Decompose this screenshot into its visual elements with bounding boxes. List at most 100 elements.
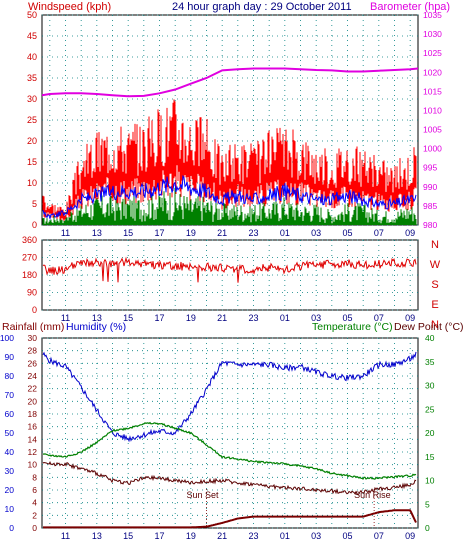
baro-ytick: 1020: [423, 67, 442, 77]
dir-ytick: 180: [22, 270, 37, 280]
rain-ytick: 8: [32, 472, 37, 482]
wind-ytick: 35: [27, 73, 37, 83]
wind-xtick: 19: [186, 228, 196, 238]
wind-ytick: 5: [32, 199, 37, 209]
humidity-ytick: 70: [5, 390, 15, 400]
rain-ytick: 16: [28, 422, 38, 432]
windspeed-axis-title: Windspeed (kph): [28, 1, 111, 13]
rain-ytick: 12: [28, 447, 38, 457]
temp-ytick: 35: [425, 357, 435, 367]
compass-label: N: [431, 239, 439, 251]
climate-xtick: 23: [248, 531, 258, 541]
dewpoint-series: [42, 461, 417, 495]
rain-ytick: 2: [32, 510, 37, 520]
chart-title: 24 hour graph day : 29 October 2011: [172, 1, 352, 13]
wind-ytick: 0: [32, 220, 37, 230]
baro-ytick: 985: [423, 201, 437, 211]
baro-ytick: 1030: [423, 29, 442, 39]
temp-ytick: 15: [425, 452, 435, 462]
rain-ytick: 22: [28, 384, 38, 394]
baro-ytick: 1005: [423, 125, 442, 135]
wind-avg-series: [42, 174, 417, 221]
humidity-ytick: 50: [5, 428, 15, 438]
wind-ytick: 50: [27, 10, 37, 20]
rain-ytick: 26: [28, 358, 38, 368]
climate-xtick: 09: [405, 531, 415, 541]
dir-xtick: 03: [311, 313, 321, 323]
rain-ytick: 20: [28, 396, 38, 406]
wind-xtick: 23: [248, 228, 258, 238]
wind-xtick: 11: [61, 228, 70, 238]
wind-ytick: 45: [27, 31, 37, 41]
wind-xtick: 21: [217, 228, 227, 238]
temp-ytick: 0: [425, 523, 430, 533]
dir-xtick: 19: [186, 313, 196, 323]
wind-gust-series: [42, 99, 417, 221]
rainfall-series: [43, 509, 417, 529]
baro-ytick: 1035: [423, 10, 442, 20]
wind-xtick: 15: [123, 228, 133, 238]
wind-xtick: 05: [342, 228, 352, 238]
wind-xtick: 03: [311, 228, 321, 238]
compass-label: N: [431, 319, 439, 331]
wind-ytick: 40: [27, 52, 37, 62]
rain-ytick: 4: [32, 498, 37, 508]
wind-low-series: [42, 187, 417, 225]
humidity-series: [42, 351, 417, 443]
rain-ytick: 10: [28, 460, 38, 470]
wind-ytick: 25: [27, 115, 37, 125]
dir-xtick: 13: [92, 313, 102, 323]
climate-xtick: 01: [280, 531, 290, 541]
barometer-series: [41, 67, 419, 98]
dir-ytick: 90: [27, 288, 37, 298]
rain-ytick: 24: [28, 371, 38, 381]
humidity-ytick: 80: [5, 371, 15, 381]
dir-xtick: 05: [342, 313, 352, 323]
baro-ytick: 1015: [423, 86, 442, 96]
wind-xtick: 13: [92, 228, 102, 238]
dir-xtick: 17: [154, 313, 164, 323]
wind-ytick: 15: [27, 157, 37, 167]
baro-ytick: 995: [423, 163, 437, 173]
baro-ytick: 990: [423, 182, 437, 192]
dir-ytick: 360: [22, 235, 37, 245]
humidity-ytick: 40: [5, 447, 15, 457]
compass-label: W: [430, 259, 441, 271]
humidity-axis-title: Humidity (%): [66, 321, 126, 333]
dir-xtick: 09: [405, 313, 415, 323]
rainfall-axis-title: Rainfall (mm): [2, 321, 64, 333]
dir-xtick: 21: [217, 313, 227, 323]
climate-frame: [41, 337, 419, 529]
rain-ytick: 14: [28, 434, 38, 444]
baro-ytick: 980: [423, 220, 437, 230]
climate-xtick: 19: [186, 531, 196, 541]
dir-ytick: 0: [32, 305, 37, 315]
humidity-ytick: 10: [5, 504, 15, 514]
temp-ytick: 40: [425, 333, 435, 343]
humidity-ytick: 0: [9, 523, 14, 533]
dir-xtick: 15: [123, 313, 133, 323]
baro-ytick: 1025: [423, 48, 442, 58]
dir-ytick: 270: [22, 253, 37, 263]
humidity-ytick: 20: [5, 485, 15, 495]
wind-xtick: 07: [374, 228, 384, 238]
compass-label: S: [431, 279, 438, 291]
rain-ytick: 28: [28, 346, 38, 356]
rain-ytick: 18: [28, 409, 38, 419]
climate-xtick: 13: [92, 531, 102, 541]
temperature-axis-title: Temperature (°C): [312, 321, 393, 333]
sun-event-label: Sun Set: [187, 490, 220, 500]
temp-ytick: 30: [425, 381, 435, 391]
rain-ytick: 30: [28, 333, 38, 343]
compass-label: E: [431, 299, 438, 311]
climate-xtick: 03: [311, 531, 321, 541]
temp-ytick: 20: [425, 428, 435, 438]
dir-xtick: 07: [374, 313, 384, 323]
temperature-series: [42, 421, 417, 480]
humidity-ytick: 60: [5, 409, 15, 419]
climate-xtick: 07: [374, 531, 384, 541]
wind-ytick: 20: [27, 136, 37, 146]
wind-direction-series: [42, 256, 417, 283]
wind-ytick: 30: [27, 94, 37, 104]
